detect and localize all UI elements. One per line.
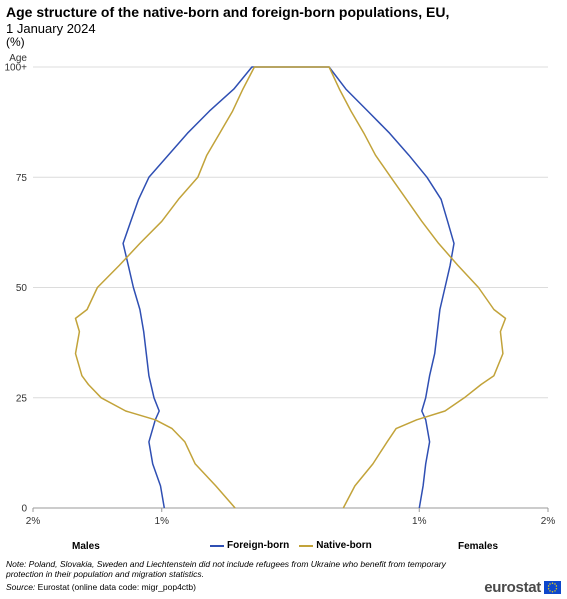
- chart-unit: (%): [6, 35, 25, 49]
- females-label: Females: [458, 541, 499, 552]
- y-tick-label: 50: [16, 283, 28, 294]
- series-line-native-born[interactable]: [74, 66, 507, 509]
- chart-title: Age structure of the native-born and for…: [6, 4, 450, 20]
- y-tick-label: 25: [16, 393, 28, 404]
- series-layer: [74, 66, 507, 509]
- eurostat-logo[interactable]: eurostat: [484, 579, 561, 596]
- legend-label-foreign-born: Foreign-born: [227, 540, 290, 551]
- population-pyramid-chart: 0 25 50 75 100+Age 2% 1% 1% 2%: [4, 53, 555, 527]
- eu-flag-icon: [544, 581, 561, 594]
- native-born-swatch: [299, 544, 314, 547]
- y-tick-label: 100+: [4, 63, 27, 74]
- chart-note: Note: Poland, Slovakia, Sweden and Liech…: [6, 559, 446, 579]
- legend-item-native-born[interactable]: Native-born: [299, 540, 372, 551]
- eurostat-logo-text: eurostat: [484, 579, 541, 596]
- x-tick-label: 2%: [26, 516, 41, 527]
- foreign-born-swatch: [210, 544, 224, 547]
- axis-layer: 0 25 50 75 100+Age 2% 1% 1% 2%: [4, 53, 555, 527]
- chart-source: Source: Eurostat (online data code: migr…: [6, 582, 196, 592]
- y-tick-label: 0: [21, 504, 27, 515]
- source-label: Source:: [6, 582, 36, 592]
- grid-layer: [33, 66, 548, 509]
- y-tick-label: 75: [16, 173, 28, 184]
- legend: Foreign-born Native-born: [210, 540, 378, 551]
- legend-item-foreign-born[interactable]: Foreign-born: [210, 540, 289, 551]
- males-label: Males: [72, 541, 100, 552]
- x-tick-label: 2%: [541, 516, 556, 527]
- chart-subtitle: 1 January 2024: [6, 21, 96, 36]
- y-axis-title: Age: [9, 53, 27, 64]
- source-text: Eurostat (online data code: migr_pop4ctb…: [37, 582, 196, 592]
- x-tick-label: 1%: [155, 516, 170, 527]
- x-tick-label: 1%: [412, 516, 427, 527]
- legend-label-native-born: Native-born: [316, 540, 372, 551]
